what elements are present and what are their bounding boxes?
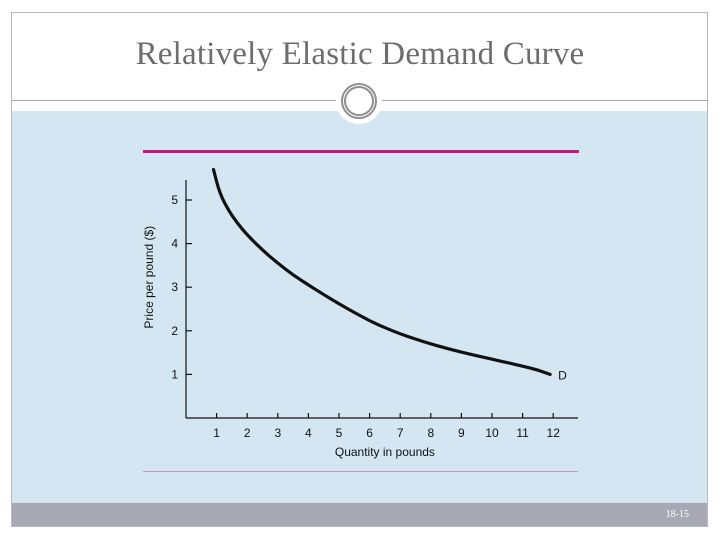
x-tick-label: 3 — [274, 426, 281, 440]
bottom-rule — [143, 471, 578, 472]
x-tick-label: 5 — [336, 426, 343, 440]
y-tick-label: 3 — [171, 280, 178, 294]
y-tick-label: 5 — [171, 193, 178, 207]
x-tick-label: 6 — [366, 426, 373, 440]
series-label-D: D — [558, 368, 567, 382]
y-tick-label: 4 — [171, 237, 178, 251]
x-tick-label: 4 — [305, 426, 312, 440]
x-tick-label: 1 — [213, 426, 220, 440]
x-tick-label: 11 — [516, 426, 529, 440]
circle-ornament-icon — [336, 78, 382, 124]
y-axis-label: Price per pound ($) — [142, 226, 156, 329]
x-tick-label: 10 — [485, 426, 499, 440]
y-tick-label: 2 — [171, 324, 178, 338]
x-tick-label: 2 — [244, 426, 251, 440]
x-tick-label: 7 — [397, 426, 404, 440]
accent-line — [143, 150, 579, 153]
x-tick-label: 8 — [427, 426, 434, 440]
slide-title: Relatively Elastic Demand Curve — [135, 36, 585, 72]
x-tick-label: 12 — [547, 426, 561, 440]
series-line-D — [211, 167, 552, 376]
content-area — [12, 111, 707, 503]
slide-number: 18-15 — [665, 509, 689, 520]
x-axis-label: Quantity in pounds — [335, 445, 435, 459]
x-tick-label: 9 — [458, 426, 465, 440]
footer-bar: 18-15 — [12, 503, 707, 526]
y-tick-label: 1 — [171, 367, 178, 381]
